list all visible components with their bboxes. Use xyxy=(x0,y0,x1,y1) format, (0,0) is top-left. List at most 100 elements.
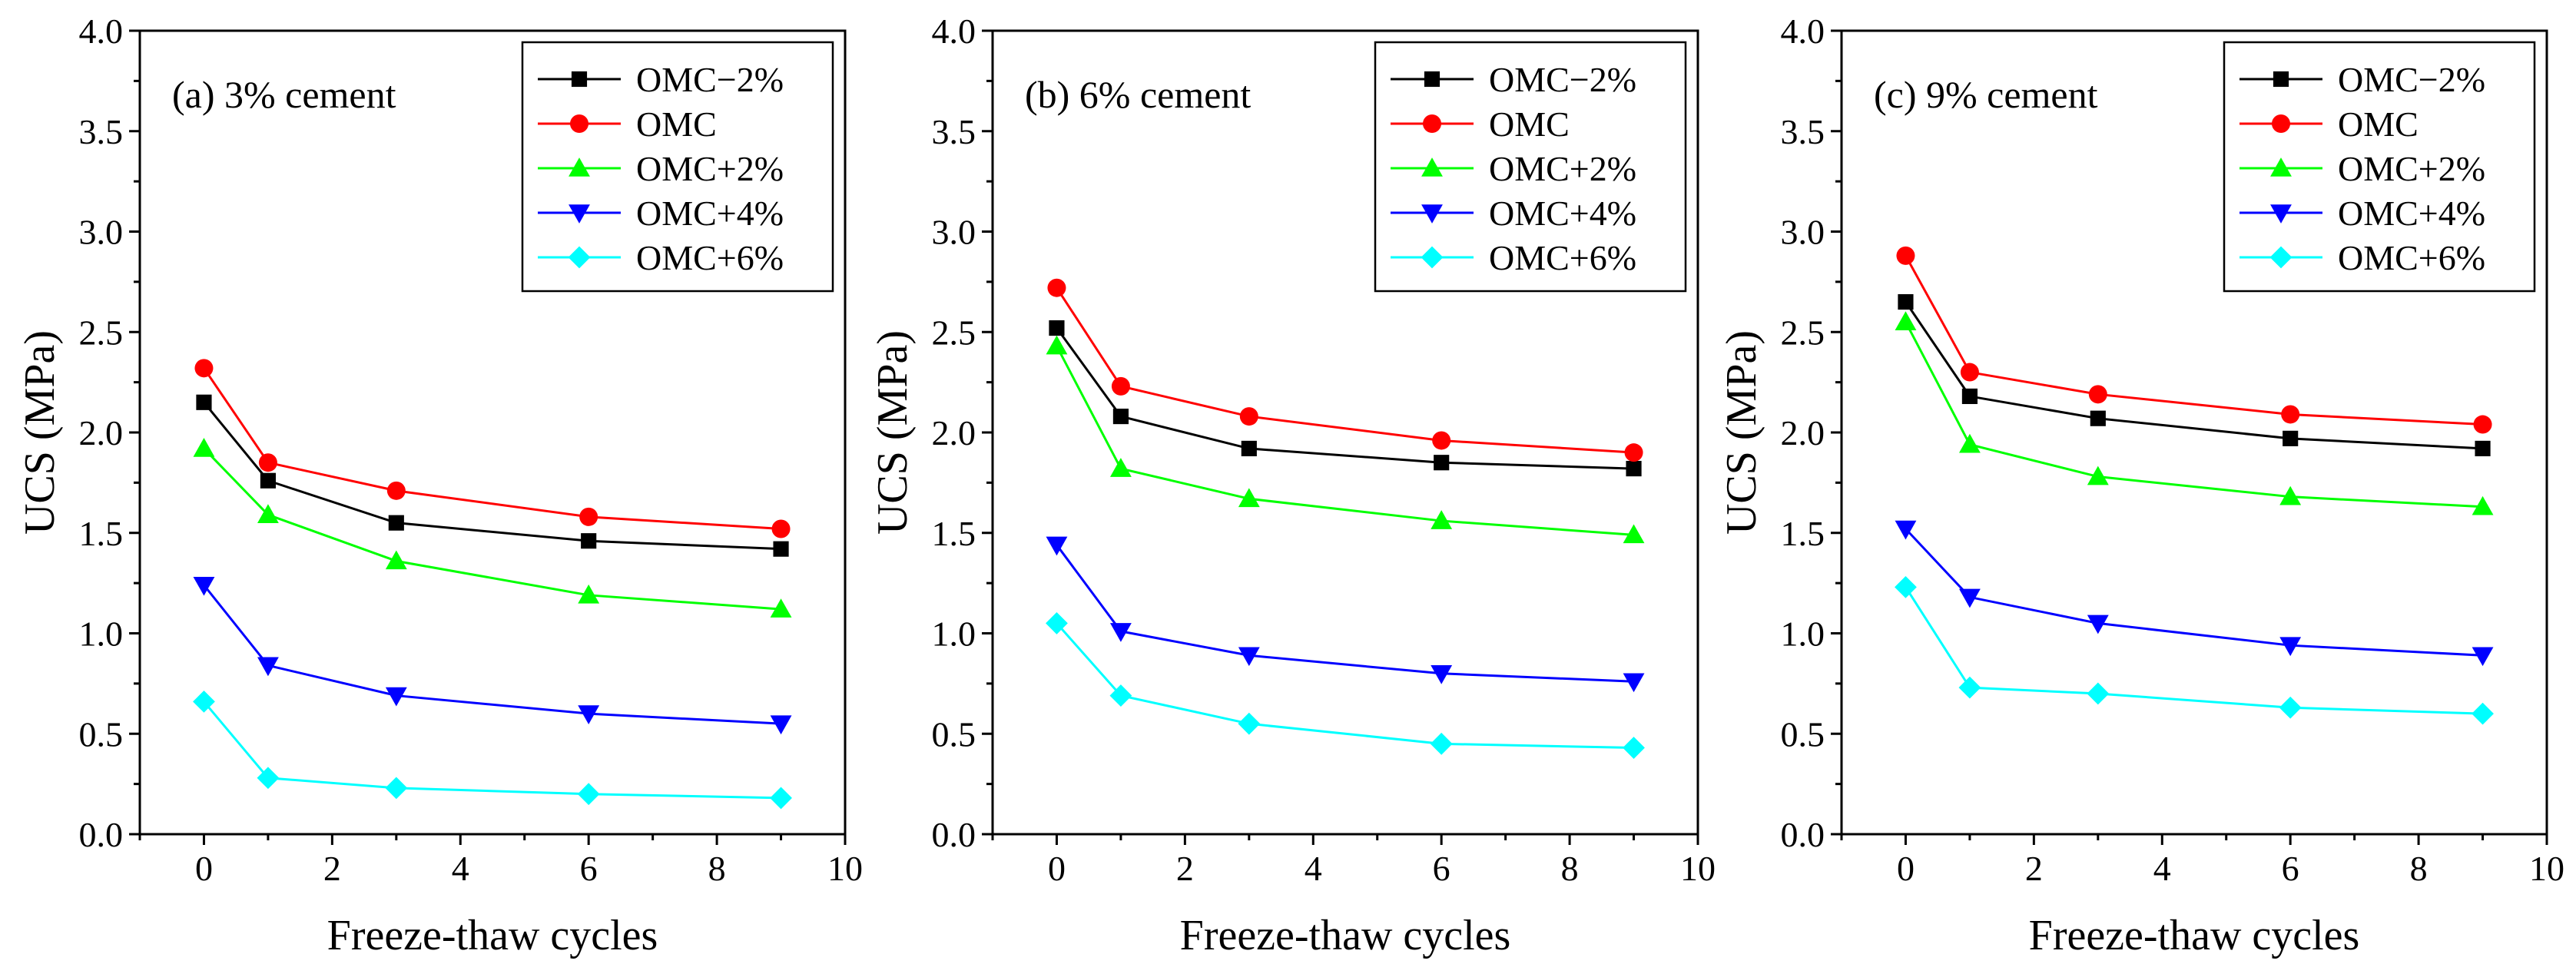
data-point xyxy=(1958,588,1981,608)
data-point xyxy=(257,657,279,677)
data-point xyxy=(579,507,598,526)
data-point xyxy=(1626,460,1642,477)
legend-marker xyxy=(2269,246,2293,269)
data-point xyxy=(258,453,277,472)
data-point xyxy=(196,394,212,410)
data-point xyxy=(2472,495,2494,515)
data-point xyxy=(260,472,276,489)
y-tick-label: 2.0 xyxy=(79,413,124,452)
legend-marker xyxy=(1421,204,1443,224)
data-point xyxy=(1238,712,1261,735)
y-tick-label: 4.0 xyxy=(79,12,124,51)
series-line-2 xyxy=(1056,287,1634,454)
legend-marker xyxy=(568,246,591,269)
data-point xyxy=(1895,575,1917,598)
x-tick-label: 0 xyxy=(1048,849,1066,888)
data-point xyxy=(1109,623,1132,642)
series-line-5 xyxy=(203,701,781,800)
data-point xyxy=(1431,510,1453,529)
data-point xyxy=(2472,702,2494,725)
data-point xyxy=(770,787,792,810)
y-tick-label: 0.5 xyxy=(79,714,124,754)
y-tick-label: 0.5 xyxy=(1781,714,1825,754)
data-point xyxy=(1432,431,1451,450)
data-point xyxy=(1239,407,1258,426)
data-point xyxy=(1046,335,1068,355)
data-point xyxy=(385,550,407,570)
data-point xyxy=(2088,385,2107,404)
series-line-1 xyxy=(203,401,781,551)
y-tick-label: 3.0 xyxy=(1781,213,1825,252)
legend-marker xyxy=(570,114,588,133)
x-tick-label: 4 xyxy=(2153,849,2171,888)
legend-label: OMC−2% xyxy=(2338,60,2485,99)
legend-marker xyxy=(1421,246,1444,269)
data-point xyxy=(1046,612,1068,634)
x-axis-label: Freeze-thaw cycles xyxy=(1180,912,1511,959)
y-tick-label: 1.5 xyxy=(79,514,124,553)
data-point xyxy=(2279,485,2302,505)
data-point xyxy=(1898,293,1914,310)
legend-label: OMC+4% xyxy=(2338,194,2485,233)
y-tick-label: 3.5 xyxy=(1781,112,1825,151)
x-tick-label: 4 xyxy=(452,849,469,888)
data-point xyxy=(385,777,408,800)
legend-marker xyxy=(2272,114,2290,133)
y-tick-label: 2.0 xyxy=(932,413,976,452)
y-tick-label: 3.5 xyxy=(932,112,976,151)
data-point xyxy=(1895,311,1917,330)
legend-marker xyxy=(1421,157,1443,177)
y-tick-label: 2.5 xyxy=(932,313,976,352)
y-tick-label: 1.0 xyxy=(1781,615,1825,654)
data-point xyxy=(770,598,792,618)
data-point xyxy=(194,359,214,378)
data-point xyxy=(2087,615,2109,634)
series-line-5 xyxy=(1056,622,1634,750)
series-line-3 xyxy=(1056,345,1634,536)
data-point xyxy=(578,584,600,604)
data-point xyxy=(1109,458,1132,477)
data-point xyxy=(2279,696,2302,719)
y-tick-label: 2.0 xyxy=(1781,413,1825,452)
data-point xyxy=(1046,536,1068,556)
y-axis-label: UCS (MPa) xyxy=(869,330,917,535)
data-point xyxy=(2473,415,2492,434)
data-point xyxy=(581,533,597,549)
legend-label: OMC+6% xyxy=(2338,238,2485,277)
x-tick-label: 0 xyxy=(1897,849,1915,888)
data-point xyxy=(1958,433,1981,453)
data-point xyxy=(1049,320,1065,336)
data-point xyxy=(578,705,600,725)
legend-marker xyxy=(2270,204,2292,224)
legend-label: OMC−2% xyxy=(636,60,784,99)
legend-label: OMC+4% xyxy=(636,194,784,233)
data-point xyxy=(193,438,215,457)
data-point xyxy=(1961,388,1978,405)
data-point xyxy=(1960,363,1979,382)
legend-label: OMC+2% xyxy=(1489,149,1636,188)
y-tick-label: 3.0 xyxy=(79,213,124,252)
y-tick-label: 1.5 xyxy=(932,514,976,553)
legend-label: OMC+2% xyxy=(2338,149,2485,188)
y-tick-label: 0.0 xyxy=(932,815,976,854)
legend-label: OMC−2% xyxy=(1489,60,1636,99)
chart-panel-3: 0.0 0.5 1.0 1.5 2.0 2.5 3.0 3.5 4.0 0 2 4 6 8 10 Freeze… xyxy=(1718,12,2564,959)
x-tick-label: 6 xyxy=(1433,849,1450,888)
data-point xyxy=(388,515,404,531)
x-tick-label: 2 xyxy=(323,849,341,888)
data-point xyxy=(1895,520,1917,540)
series-line-2 xyxy=(203,367,781,531)
series-line-4 xyxy=(1056,544,1634,683)
x-tick-label: 2 xyxy=(1176,849,1194,888)
legend-label: OMC xyxy=(636,104,717,144)
data-point xyxy=(1238,647,1260,667)
data-point xyxy=(257,767,280,790)
chart-panel-2: 0.0 0.5 1.0 1.5 2.0 2.5 3.0 3.5 4.0 0 2 4 6 8 10 Freeze… xyxy=(869,12,1716,959)
y-tick-label: 2.5 xyxy=(79,313,124,352)
data-point xyxy=(2472,647,2494,667)
panel-title: (b) 6% cement xyxy=(1025,73,1251,116)
series-line-4 xyxy=(1905,528,2483,657)
data-point xyxy=(1896,246,1915,265)
x-tick-label: 0 xyxy=(195,849,213,888)
